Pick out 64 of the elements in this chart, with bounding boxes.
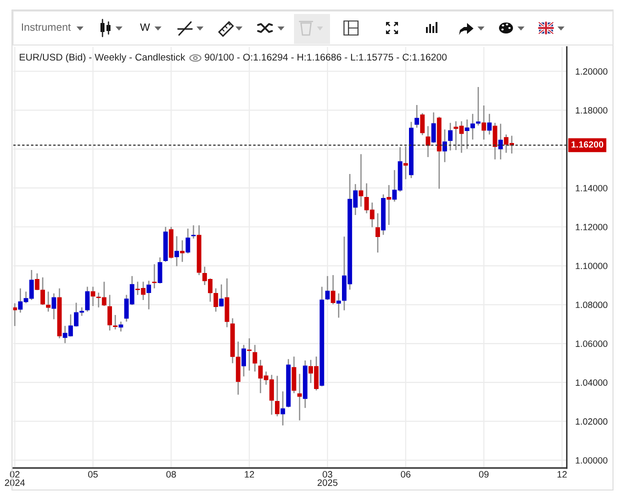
x-tick-label: 08 <box>166 471 176 478</box>
candlestick <box>448 122 453 152</box>
y-tick-label: 1.08000 <box>576 302 608 308</box>
candlestick <box>146 280 152 310</box>
y-tick-label: 1.14000 <box>576 184 608 192</box>
candlestick <box>414 104 420 128</box>
y-tick-label: 1.06000 <box>576 340 608 347</box>
candlestick <box>330 274 336 305</box>
candlestick <box>224 278 230 328</box>
candlestick <box>476 86 481 126</box>
candlestick <box>107 294 112 332</box>
candlestick <box>219 284 224 308</box>
x-tick-label: 02 2024 <box>4 471 25 486</box>
candlestick <box>325 275 330 301</box>
text: EUR/USD (Bid) - Weekly - Candlestick <box>20 53 186 63</box>
candlestick <box>85 286 90 312</box>
candlestick <box>297 373 302 421</box>
x-tick-label: 03 2025 <box>318 471 338 486</box>
x-tick-label: 12 <box>558 471 567 478</box>
y-tick-label: 1.12000 <box>576 224 608 230</box>
x-tick-label: 06 <box>400 471 410 478</box>
text: 90/100 - O:1.16294 - H:1.16686 - L:1.15775 - C:1.16200 <box>204 53 447 61</box>
y-tick-label: 1.10000 <box>576 262 608 270</box>
candlestick <box>487 113 492 136</box>
y-tick-label: 1.04000 <box>576 379 608 386</box>
candlestick <box>90 286 96 307</box>
candlestick <box>375 212 380 254</box>
candlestick <box>186 228 190 254</box>
ref-line-label: 1.16200 <box>572 141 604 148</box>
x-tick-label: 05 <box>88 471 98 478</box>
candlestick <box>118 320 124 332</box>
candlestick <box>336 292 341 318</box>
candlestick <box>46 291 51 312</box>
candlestick <box>13 302 18 327</box>
text: Instrument <box>22 23 71 31</box>
y-tick-label: 1.02000 <box>576 418 608 425</box>
y-tick-label: 1.18000 <box>576 107 608 114</box>
candlestick <box>180 240 185 262</box>
x-tick-label: 09 <box>479 471 489 478</box>
candlestick <box>292 356 296 394</box>
candlestick <box>358 154 364 208</box>
candlestick <box>426 126 430 158</box>
candlestick <box>241 344 246 378</box>
candlestick <box>386 184 392 226</box>
y-tick-label: 1.20000 <box>576 68 608 75</box>
candlestick <box>214 288 218 312</box>
candlestick <box>52 292 56 320</box>
candlestick <box>274 375 280 417</box>
candlestick <box>247 338 252 372</box>
x-tick-label: 12 <box>244 471 254 478</box>
candlestick <box>280 390 286 426</box>
y-tick-label: 1.00000 <box>576 457 608 464</box>
candlestick <box>403 146 408 180</box>
candlestick <box>113 314 118 330</box>
candlestick <box>158 256 162 284</box>
candlestick <box>80 306 84 317</box>
candlestick <box>420 112 425 136</box>
candlestick <box>442 128 448 163</box>
candlestick <box>174 236 179 267</box>
candlestick <box>252 344 258 372</box>
text: W <box>140 23 150 31</box>
candlestick <box>482 104 486 140</box>
candlestick <box>492 122 498 160</box>
candlestick <box>431 112 436 144</box>
